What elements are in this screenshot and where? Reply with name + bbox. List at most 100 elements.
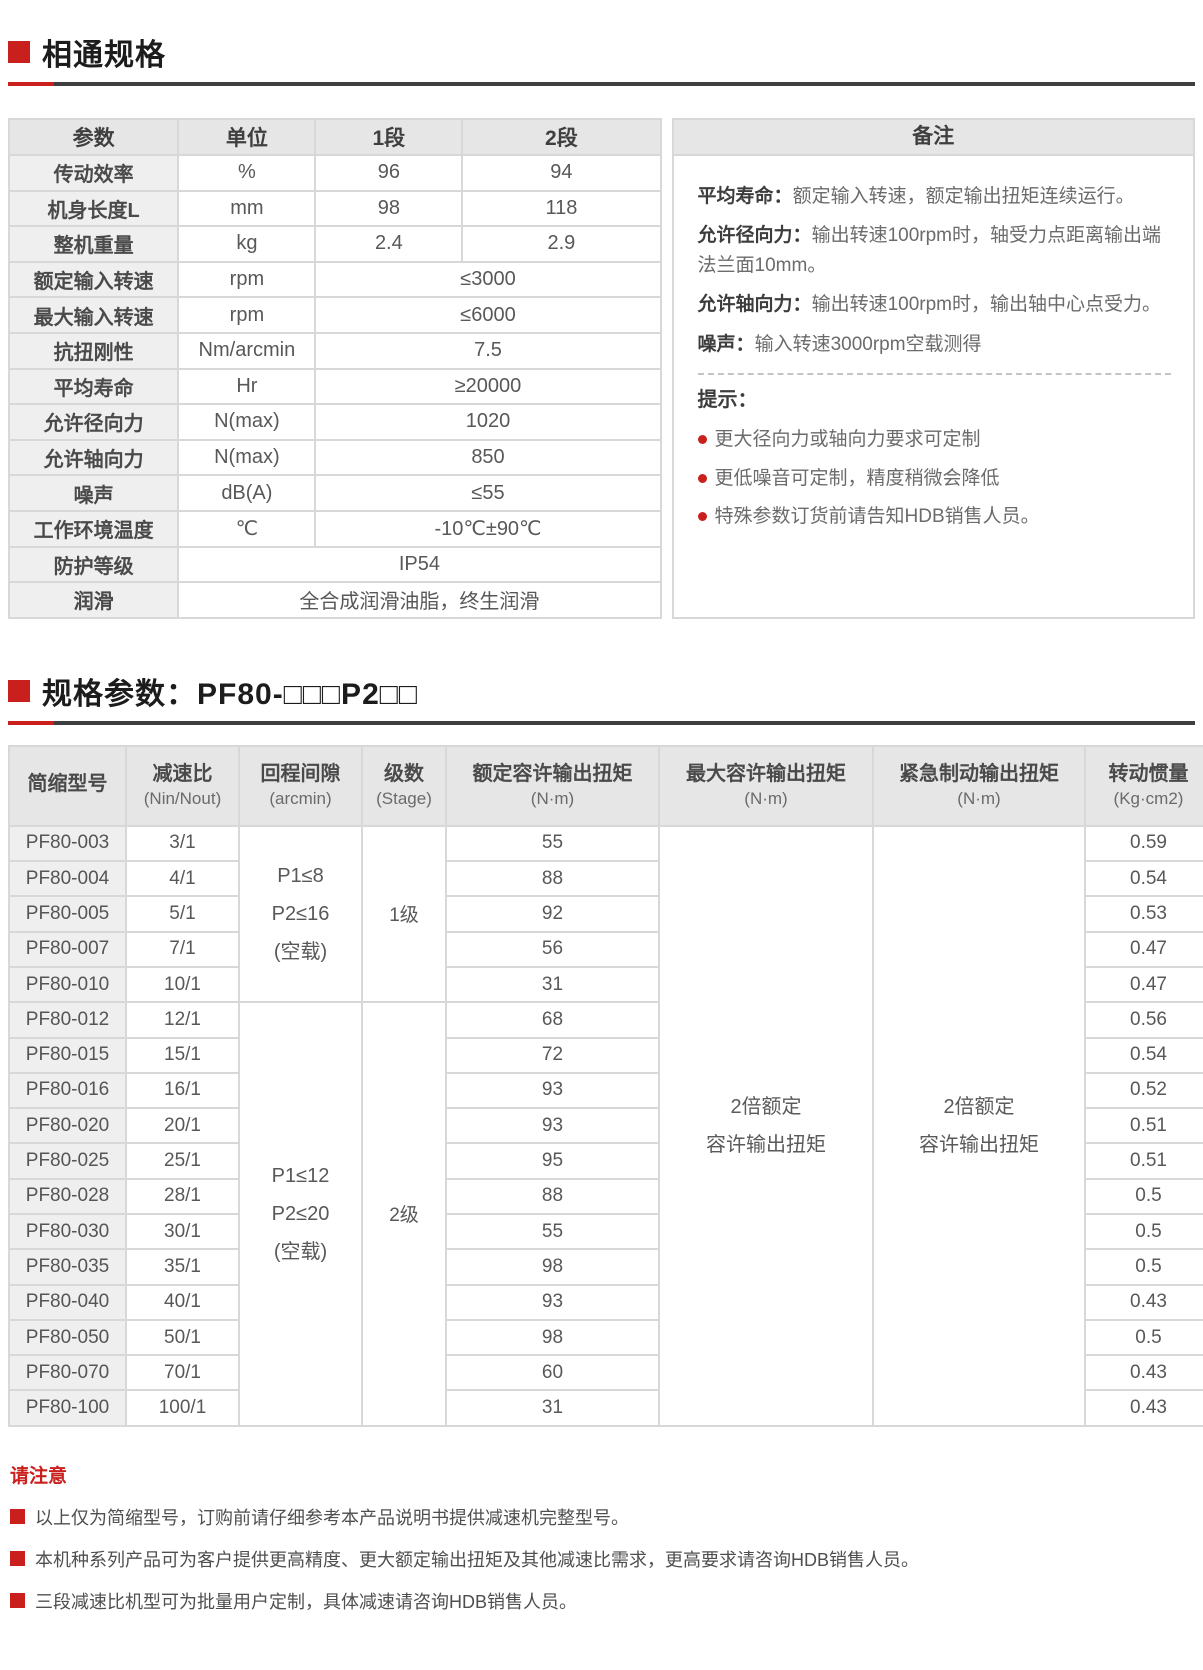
header-sub: (arcmin) xyxy=(269,789,332,809)
col-header-model: 简缩型号 xyxy=(10,746,125,825)
model-cell: PF80-050 xyxy=(10,1320,125,1355)
torque-cell: 56 xyxy=(447,932,658,966)
col-header-stage: 级数 (Stage) xyxy=(363,746,445,825)
notice-section: 请注意 以上仅为简缩型号，订购前请仔细参考本产品说明书提供减速机完整型号。 本机… xyxy=(8,1461,1195,1614)
table-row: PF80-015 15/1 72 0.54 xyxy=(10,1038,1203,1072)
param-value-1: 98 xyxy=(316,191,462,226)
param-value: ≤3000 xyxy=(316,262,660,297)
remark-label: 平均寿命： xyxy=(697,186,793,207)
param-value: 1020 xyxy=(316,405,660,439)
inertia-cell: 0.52 xyxy=(1086,1073,1203,1108)
torque-cell: 98 xyxy=(447,1250,658,1284)
table-row: 允许径向力 N(max) 1020 xyxy=(10,405,660,439)
ratio-cell: 20/1 xyxy=(127,1109,238,1143)
col-header-unit: 单位 xyxy=(179,120,315,154)
table-row: 噪声 dB(A) ≤55 xyxy=(10,476,660,510)
ratio-cell: 5/1 xyxy=(127,897,238,931)
inertia-cell: 0.54 xyxy=(1086,862,1203,896)
header-main: 紧急制动输出扭矩 xyxy=(899,763,1059,786)
inertia-cell: 0.47 xyxy=(1086,932,1203,966)
torque-cell: 60 xyxy=(447,1356,658,1390)
param-value: ≤55 xyxy=(316,476,660,510)
param-name: 最大输入转速 xyxy=(10,298,178,332)
param-unit: rpm xyxy=(179,262,315,297)
inertia-cell: 0.43 xyxy=(1086,1391,1203,1425)
table-row: PF80-020 20/1 93 0.51 xyxy=(10,1109,1203,1143)
inertia-cell: 0.5 xyxy=(1086,1320,1203,1355)
param-name: 抗扭刚性 xyxy=(10,333,178,368)
section-title-rule xyxy=(8,720,1195,725)
table-row: 抗扭刚性 Nm/arcmin 7.5 xyxy=(10,333,660,368)
stage-group-2: 2级 xyxy=(363,1003,445,1425)
inertia-cell: 0.5 xyxy=(1086,1214,1203,1249)
torque-cell: 93 xyxy=(447,1073,658,1108)
model-cell: PF80-035 xyxy=(10,1250,125,1284)
table-row: PF80-012 12/1 P1≤12 P2≤20 (空载) 2级 68 0.5… xyxy=(10,1003,1203,1425)
header-sub: (Stage) xyxy=(376,789,432,809)
param-unit: dB(A) xyxy=(179,476,315,510)
backlash-group-2: P1≤12 P2≤20 (空载) xyxy=(240,1003,361,1425)
col-header-stage2: 2段 xyxy=(463,120,660,154)
model-cell: PF80-028 xyxy=(10,1179,125,1213)
param-name: 润滑 xyxy=(10,583,178,617)
model-cell: PF80-007 xyxy=(10,932,125,966)
torque-cell: 55 xyxy=(447,1214,658,1249)
tip-item: 特殊参数订货前请告知HDB销售人员。 xyxy=(697,502,1171,531)
remark-label: 允许轴向力： xyxy=(697,294,812,316)
inertia-cell: 0.53 xyxy=(1086,897,1203,931)
param-value: ≤6000 xyxy=(316,298,660,332)
section-spec-title: 规格参数：PF80-□□□P2□□ xyxy=(42,677,418,711)
model-cell: PF80-015 xyxy=(10,1038,125,1072)
remark-label: 噪声： xyxy=(697,333,755,355)
param-value-2: 2.9 xyxy=(463,227,660,261)
common-spec-layout: 参数 单位 1段 2段 传动效率 % 96 94 机身长度L mm 98 118… xyxy=(8,118,1195,619)
tip-text: 更低噪音可定制，精度稍微会降低 xyxy=(714,467,1000,489)
table-header-row: 简缩型号 减速比 (Nin/Nout) 回程间隙 (arcmin) 级数 (Stage… xyxy=(10,746,1203,825)
param-unit: rpm xyxy=(179,298,315,332)
tip-item: 更低噪音可定制，精度稍微会降低 xyxy=(697,464,1171,493)
model-cell: PF80-005 xyxy=(10,897,125,931)
table-row: PF80-030 30/1 55 0.5 xyxy=(10,1214,1203,1249)
param-name: 防护等级 xyxy=(10,547,178,582)
remark-paragraph: 允许轴向力：输出转速100rpm时，输出轴中心点受力。 xyxy=(698,290,1171,319)
param-value: IP54 xyxy=(179,547,660,582)
header-main: 转动惯量 xyxy=(1108,763,1189,786)
header-sub: (N·m) xyxy=(744,789,788,809)
table-row: PF80-010 10/1 31 0.47 xyxy=(10,967,1203,1002)
param-value-1: 2.4 xyxy=(316,227,462,261)
header-main: 额定容许输出扭矩 xyxy=(472,763,633,786)
ratio-cell: 16/1 xyxy=(127,1073,238,1108)
notice-text: 三段减速比机型可为批量用户定制，具体减速请咨询HDB销售人员。 xyxy=(35,1591,578,1612)
col-header-rated-torque: 额定容许输出扭矩 (N·m) xyxy=(447,746,658,825)
model-cell: PF80-070 xyxy=(10,1356,125,1390)
red-square-icon xyxy=(8,679,30,702)
inertia-cell: 0.5 xyxy=(1086,1250,1203,1284)
ratio-cell: 35/1 xyxy=(127,1250,238,1284)
table-row: 工作环境温度 ℃ -10℃±90℃ xyxy=(10,511,660,546)
ratio-cell: 30/1 xyxy=(127,1214,238,1249)
inertia-cell: 0.51 xyxy=(1086,1109,1203,1143)
inertia-cell: 0.51 xyxy=(1086,1144,1203,1178)
col-header-brake-torque: 紧急制动输出扭矩 (N·m) xyxy=(874,746,1084,825)
table-row: 额定输入转速 rpm ≤3000 xyxy=(10,262,660,297)
table-row: PF80-035 35/1 98 0.5 xyxy=(10,1250,1203,1284)
torque-cell: 92 xyxy=(447,897,658,931)
inertia-cell: 0.43 xyxy=(1086,1285,1203,1319)
red-square-icon xyxy=(8,41,30,63)
section-common-title: 相通规格 xyxy=(42,39,166,72)
table-row: 整机重量 kg 2.4 2.9 xyxy=(10,227,660,261)
col-header-param: 参数 xyxy=(10,120,178,154)
red-square-icon xyxy=(10,1593,25,1609)
col-header-ratio: 减速比 (Nin/Nout) xyxy=(127,746,238,825)
section-spec-title-row: 规格参数：PF80-□□□P2□□ xyxy=(8,669,1195,713)
torque-cell: 93 xyxy=(447,1285,658,1319)
tips-title: 提示： xyxy=(697,389,758,412)
inertia-cell: 0.59 xyxy=(1086,826,1203,861)
ratio-cell: 50/1 xyxy=(127,1320,238,1355)
param-name: 传动效率 xyxy=(10,156,178,190)
param-unit: ℃ xyxy=(179,511,315,546)
tip-item: 更大径向力或轴向力要求可定制 xyxy=(697,425,1171,454)
model-cell: PF80-100 xyxy=(10,1391,125,1425)
ratio-cell: 15/1 xyxy=(127,1038,238,1072)
param-unit: N(max) xyxy=(179,405,315,439)
